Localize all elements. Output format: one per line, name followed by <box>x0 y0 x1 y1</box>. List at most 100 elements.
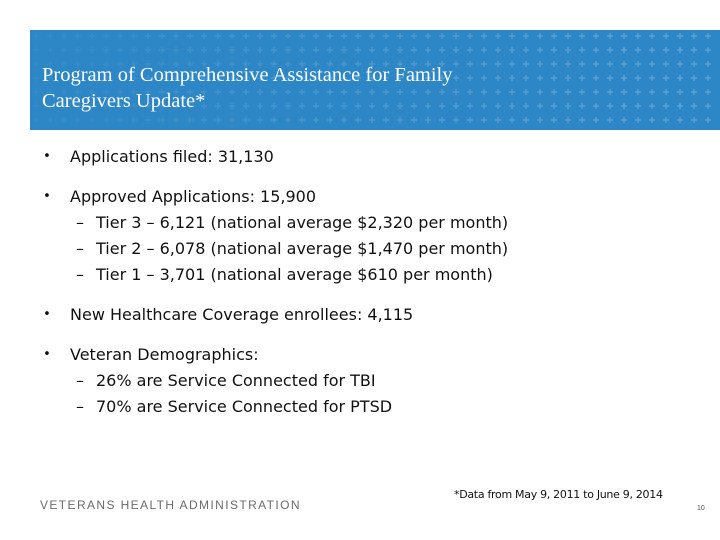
sub-dash: – <box>76 213 84 232</box>
pattern-cross <box>103 33 109 39</box>
pattern-cross <box>551 103 557 109</box>
bullet-dot: • <box>43 307 51 322</box>
pattern-cross <box>369 33 375 39</box>
pattern-cross <box>481 89 487 95</box>
pattern-cross <box>89 89 95 95</box>
pattern-cross <box>33 117 39 123</box>
pattern-cross <box>355 33 361 39</box>
pattern-cross <box>159 89 165 95</box>
pattern-cross <box>103 75 109 81</box>
pattern-cross <box>145 103 151 109</box>
pattern-cross <box>201 47 207 53</box>
pattern-cross <box>131 33 137 39</box>
pattern-cross <box>47 61 53 67</box>
pattern-cross <box>579 117 585 123</box>
pattern-cross <box>117 89 123 95</box>
pattern-cross <box>509 61 515 67</box>
pattern-cross <box>383 33 389 39</box>
pattern-cross <box>313 103 319 109</box>
pattern-cross <box>131 47 137 53</box>
pattern-cross <box>691 33 697 39</box>
pattern-cross <box>229 117 235 123</box>
pattern-cross <box>439 117 445 123</box>
pattern-cross <box>299 117 305 123</box>
pattern-cross <box>705 75 711 81</box>
pattern-cross <box>75 47 81 53</box>
pattern-cross <box>61 117 67 123</box>
pattern-cross <box>341 47 347 53</box>
pattern-cross <box>523 89 529 95</box>
pattern-cross <box>649 33 655 39</box>
pattern-cross <box>341 75 347 81</box>
pattern-cross <box>481 61 487 67</box>
pattern-cross <box>159 61 165 67</box>
pattern-cross <box>425 89 431 95</box>
pattern-cross <box>495 117 501 123</box>
pattern-cross <box>691 61 697 67</box>
pattern-cross <box>467 103 473 109</box>
bullet-item: • New Healthcare Coverage enrollees: 4,1… <box>40 302 680 328</box>
pattern-cross <box>187 47 193 53</box>
pattern-cross <box>537 33 543 39</box>
bullet-text: New Healthcare Coverage enrollees: 4,115 <box>70 305 414 324</box>
pattern-cross <box>33 33 39 39</box>
pattern-cross <box>159 103 165 109</box>
pattern-cross <box>411 47 417 53</box>
pattern-cross <box>327 89 333 95</box>
pattern-cross <box>523 75 529 81</box>
pattern-cross <box>75 89 81 95</box>
pattern-cross <box>369 117 375 123</box>
pattern-cross <box>299 47 305 53</box>
pattern-cross <box>271 117 277 123</box>
pattern-cross <box>145 61 151 67</box>
pattern-cross <box>103 89 109 95</box>
pattern-cross <box>299 61 305 67</box>
pattern-cross <box>243 33 249 39</box>
pattern-cross <box>369 89 375 95</box>
pattern-cross <box>467 89 473 95</box>
pattern-cross <box>313 117 319 123</box>
pattern-cross <box>117 103 123 109</box>
pattern-cross <box>397 89 403 95</box>
pattern-cross <box>355 89 361 95</box>
pattern-cross <box>369 47 375 53</box>
pattern-cross <box>397 33 403 39</box>
pattern-cross <box>215 33 221 39</box>
pattern-cross <box>537 89 543 95</box>
pattern-cross <box>103 47 109 53</box>
pattern-cross <box>285 89 291 95</box>
pattern-cross <box>663 61 669 67</box>
pattern-cross <box>75 75 81 81</box>
pattern-cross <box>47 33 53 39</box>
pattern-cross <box>593 61 599 67</box>
sub-item: – Tier 1 – 3,701 (national average $610 … <box>40 262 680 288</box>
pattern-cross <box>131 61 137 67</box>
pattern-cross <box>607 117 613 123</box>
pattern-cross <box>159 33 165 39</box>
pattern-cross <box>579 103 585 109</box>
pattern-cross <box>75 61 81 67</box>
pattern-cross <box>621 33 627 39</box>
sub-dash: – <box>76 397 84 416</box>
pattern-cross <box>117 47 123 53</box>
pattern-cross <box>635 89 641 95</box>
pattern-cross <box>383 75 389 81</box>
pattern-cross <box>383 47 389 53</box>
pattern-cross <box>159 75 165 81</box>
pattern-cross <box>173 61 179 67</box>
pattern-cross <box>565 61 571 67</box>
pattern-cross <box>691 75 697 81</box>
pattern-cross <box>523 117 529 123</box>
pattern-cross <box>173 103 179 109</box>
pattern-cross <box>663 117 669 123</box>
pattern-cross <box>131 89 137 95</box>
pattern-cross <box>397 75 403 81</box>
pattern-cross <box>453 47 459 53</box>
pattern-cross <box>243 47 249 53</box>
pattern-cross <box>677 61 683 67</box>
pattern-cross <box>369 75 375 81</box>
pattern-cross <box>327 47 333 53</box>
sub-item: – Tier 3 – 6,121 (national average $2,32… <box>40 210 680 236</box>
pattern-cross <box>229 33 235 39</box>
pattern-cross <box>593 47 599 53</box>
